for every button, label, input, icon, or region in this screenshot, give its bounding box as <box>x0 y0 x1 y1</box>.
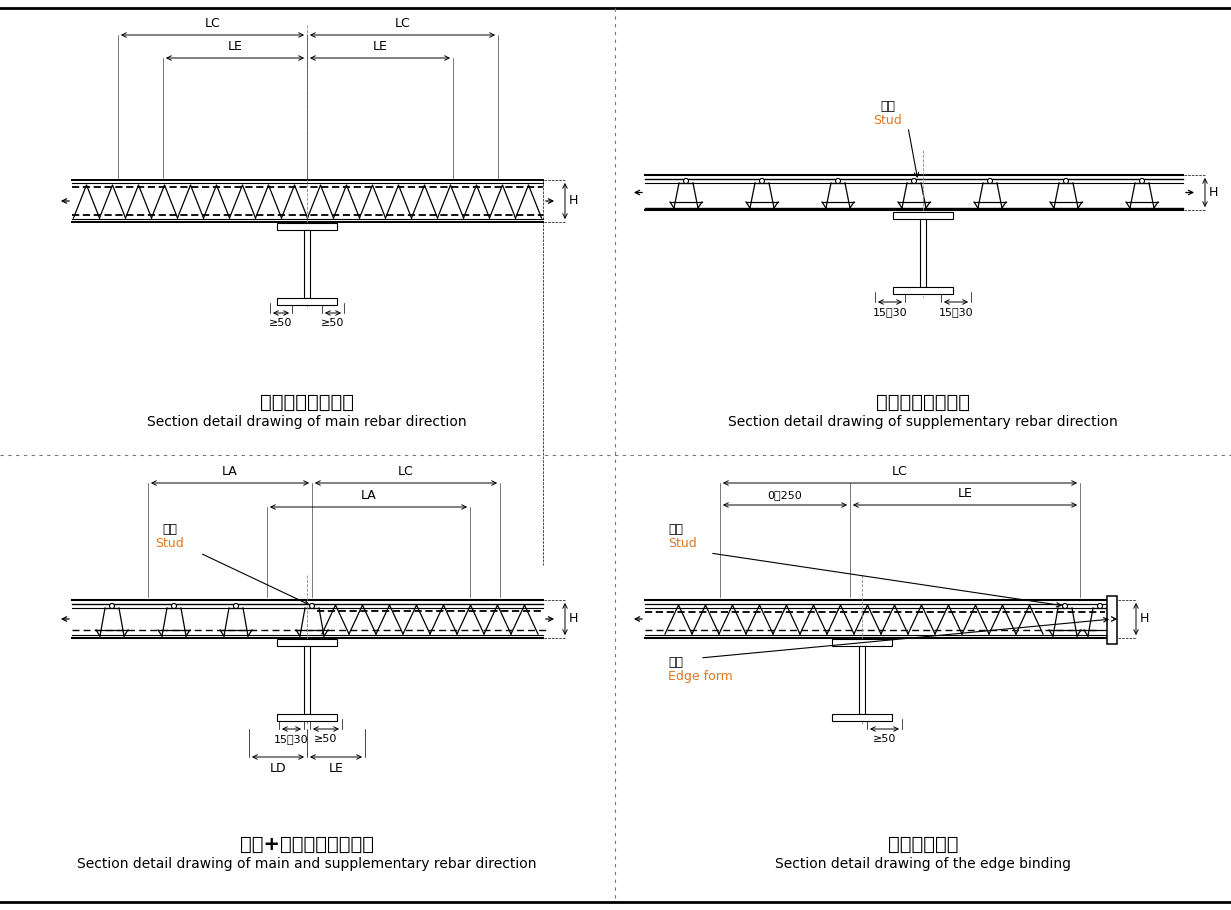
Text: 辅趯+主趯方向截面详图: 辅趯+主趯方向截面详图 <box>240 835 374 854</box>
Text: LC: LC <box>892 465 908 478</box>
Bar <box>892 287 953 294</box>
Circle shape <box>171 603 176 609</box>
Text: Section detail drawing of supplementary rebar direction: Section detail drawing of supplementary … <box>728 415 1118 429</box>
Text: LD: LD <box>270 762 287 775</box>
Circle shape <box>309 603 314 609</box>
Text: H: H <box>569 195 579 207</box>
Text: Stud: Stud <box>874 114 902 127</box>
Text: H: H <box>1209 186 1219 199</box>
Text: Section detail drawing of the edge binding: Section detail drawing of the edge bindi… <box>776 857 1071 871</box>
Bar <box>892 212 953 219</box>
Text: 栓钉: 栓钉 <box>162 523 177 536</box>
Text: ≥50: ≥50 <box>314 734 337 744</box>
Text: 辅趯方向截面详图: 辅趯方向截面详图 <box>876 393 970 412</box>
Text: 主趯方向截面详图: 主趯方向截面详图 <box>260 393 355 412</box>
Text: LA: LA <box>361 489 377 502</box>
Text: Section detail drawing of main and supplementary rebar direction: Section detail drawing of main and suppl… <box>78 857 537 871</box>
Text: LE: LE <box>373 40 388 53</box>
Circle shape <box>1064 178 1069 184</box>
Bar <box>277 223 337 230</box>
Text: Stud: Stud <box>155 537 185 550</box>
Text: LC: LC <box>395 17 410 30</box>
Text: 边模: 边模 <box>668 656 683 669</box>
Bar <box>832 639 892 646</box>
Circle shape <box>836 178 841 184</box>
Text: H: H <box>569 612 579 625</box>
Text: 15【30: 15【30 <box>275 734 309 744</box>
Text: LC: LC <box>204 17 220 30</box>
Circle shape <box>760 178 764 184</box>
Bar <box>859 646 865 714</box>
Text: ≥50: ≥50 <box>321 318 345 328</box>
Bar <box>1107 596 1117 644</box>
Circle shape <box>987 178 992 184</box>
Text: 栓钉: 栓钉 <box>880 100 895 113</box>
Text: ≥50: ≥50 <box>270 318 293 328</box>
Text: LE: LE <box>329 762 343 775</box>
Text: Edge form: Edge form <box>668 670 732 683</box>
Circle shape <box>110 603 114 609</box>
Circle shape <box>234 603 239 609</box>
Bar <box>920 219 926 287</box>
Bar <box>832 714 892 721</box>
Text: LE: LE <box>228 40 243 53</box>
Text: LE: LE <box>958 487 972 500</box>
Text: 0～250: 0～250 <box>768 490 803 500</box>
Circle shape <box>911 178 917 184</box>
Text: 收边截面详图: 收边截面详图 <box>888 835 958 854</box>
Circle shape <box>1062 603 1067 609</box>
Text: ≥50: ≥50 <box>873 734 896 744</box>
Bar <box>277 639 337 646</box>
Text: 15【30: 15【30 <box>873 307 907 317</box>
Bar <box>304 646 310 714</box>
Text: LA: LA <box>222 465 238 478</box>
Text: H: H <box>1140 612 1150 625</box>
Text: 15【30: 15【30 <box>939 307 974 317</box>
Bar <box>304 230 310 298</box>
Text: LC: LC <box>398 465 414 478</box>
Bar <box>277 298 337 305</box>
Circle shape <box>1098 603 1103 609</box>
Bar <box>277 714 337 721</box>
Text: Section detail drawing of main rebar direction: Section detail drawing of main rebar dir… <box>148 415 467 429</box>
Circle shape <box>1140 178 1145 184</box>
Text: 栓钉: 栓钉 <box>668 523 683 536</box>
Circle shape <box>683 178 688 184</box>
Text: Stud: Stud <box>668 537 697 550</box>
